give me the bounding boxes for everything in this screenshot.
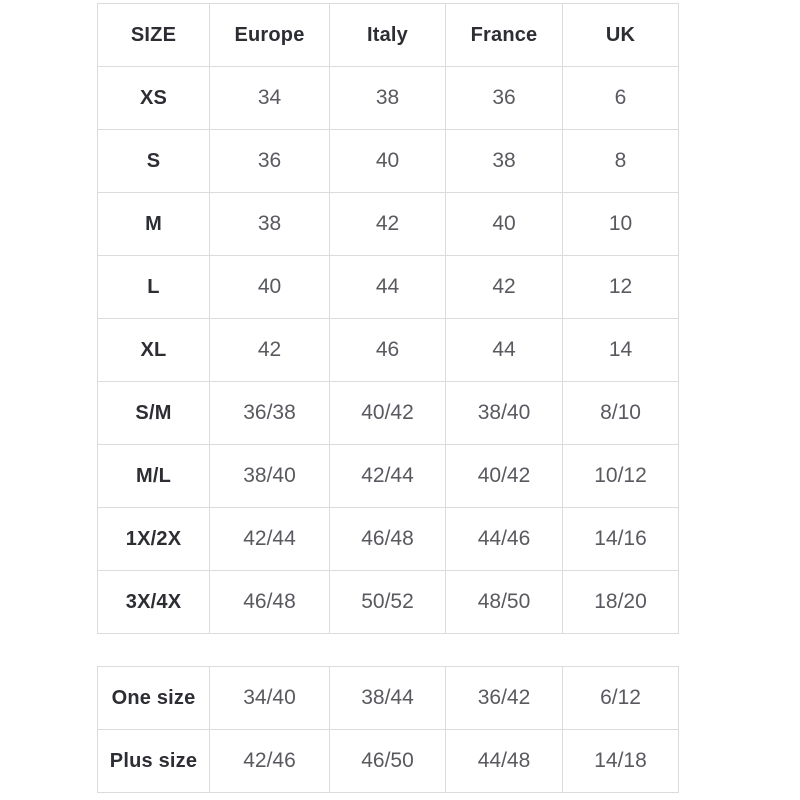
column-header-france: France	[445, 3, 563, 67]
size-value-cell: 50/52	[329, 570, 446, 634]
size-value-cell: 38/40	[209, 444, 330, 508]
table-row-xs: XS 34 38 36 6	[97, 66, 679, 130]
size-value-cell: 14	[562, 318, 679, 382]
size-label-cell: M	[97, 192, 210, 256]
size-value-cell: 40/42	[445, 444, 563, 508]
size-value-cell: 36	[209, 129, 330, 193]
size-label-cell: M/L	[97, 444, 210, 508]
size-value-cell: 42/46	[209, 729, 330, 793]
size-value-cell: 38	[209, 192, 330, 256]
size-value-cell: 8/10	[562, 381, 679, 445]
size-value-cell: 40	[445, 192, 563, 256]
size-value-cell: 42	[445, 255, 563, 319]
size-value-cell: 40/42	[329, 381, 446, 445]
size-value-cell: 10	[562, 192, 679, 256]
size-value-cell: 46	[329, 318, 446, 382]
size-value-cell: 6/12	[562, 666, 679, 730]
table-row-m: M 38 42 40 10	[97, 192, 679, 256]
size-value-cell: 42/44	[209, 507, 330, 571]
column-header-size: SIZE	[97, 3, 210, 67]
size-value-cell: 42	[329, 192, 446, 256]
size-value-cell: 42	[209, 318, 330, 382]
size-label-cell: One size	[97, 666, 210, 730]
size-label-cell: XL	[97, 318, 210, 382]
table-row-s: S 36 40 38 8	[97, 129, 679, 193]
size-value-cell: 36/38	[209, 381, 330, 445]
size-value-cell: 42/44	[329, 444, 446, 508]
size-value-cell: 38/44	[329, 666, 446, 730]
column-header-uk: UK	[562, 3, 679, 67]
size-value-cell: 6	[562, 66, 679, 130]
table-row-3x4x: 3X/4X 46/48 50/52 48/50 18/20	[97, 570, 679, 634]
size-label-cell: S	[97, 129, 210, 193]
size-value-cell: 46/48	[209, 570, 330, 634]
size-value-cell: 36	[445, 66, 563, 130]
size-value-cell: 12	[562, 255, 679, 319]
size-value-cell: 38/40	[445, 381, 563, 445]
table-row-1x2x: 1X/2X 42/44 46/48 44/46 14/16	[97, 507, 679, 571]
size-value-cell: 10/12	[562, 444, 679, 508]
one-size-plus-size-table: One size 34/40 38/44 36/42 6/12 Plus siz…	[97, 666, 679, 793]
size-value-cell: 44/46	[445, 507, 563, 571]
size-value-cell: 44	[445, 318, 563, 382]
size-value-cell: 18/20	[562, 570, 679, 634]
size-label-cell: 3X/4X	[97, 570, 210, 634]
size-value-cell: 38	[329, 66, 446, 130]
table-row-xl: XL 42 46 44 14	[97, 318, 679, 382]
table-row-one-size: One size 34/40 38/44 36/42 6/12	[97, 666, 679, 730]
size-label-cell: L	[97, 255, 210, 319]
size-value-cell: 8	[562, 129, 679, 193]
table-row-ml: M/L 38/40 42/44 40/42 10/12	[97, 444, 679, 508]
size-value-cell: 48/50	[445, 570, 563, 634]
size-value-cell: 46/48	[329, 507, 446, 571]
table-row-sm: S/M 36/38 40/42 38/40 8/10	[97, 381, 679, 445]
table-row-l: L 40 44 42 12	[97, 255, 679, 319]
size-value-cell: 40	[329, 129, 446, 193]
size-value-cell: 14/16	[562, 507, 679, 571]
size-value-cell: 38	[445, 129, 563, 193]
size-conversion-table: SIZE Europe Italy France UK XS 34 38 36 …	[97, 3, 679, 634]
column-header-europe: Europe	[209, 3, 330, 67]
size-value-cell: 46/50	[329, 729, 446, 793]
size-value-cell: 14/18	[562, 729, 679, 793]
size-label-cell: XS	[97, 66, 210, 130]
size-label-cell: Plus size	[97, 729, 210, 793]
table-row-plus-size: Plus size 42/46 46/50 44/48 14/18	[97, 729, 679, 793]
size-label-cell: 1X/2X	[97, 507, 210, 571]
size-value-cell: 40	[209, 255, 330, 319]
size-value-cell: 34/40	[209, 666, 330, 730]
size-value-cell: 44	[329, 255, 446, 319]
size-value-cell: 36/42	[445, 666, 563, 730]
column-header-italy: Italy	[329, 3, 446, 67]
size-value-cell: 34	[209, 66, 330, 130]
size-value-cell: 44/48	[445, 729, 563, 793]
size-label-cell: S/M	[97, 381, 210, 445]
header-row: SIZE Europe Italy France UK	[97, 3, 679, 67]
